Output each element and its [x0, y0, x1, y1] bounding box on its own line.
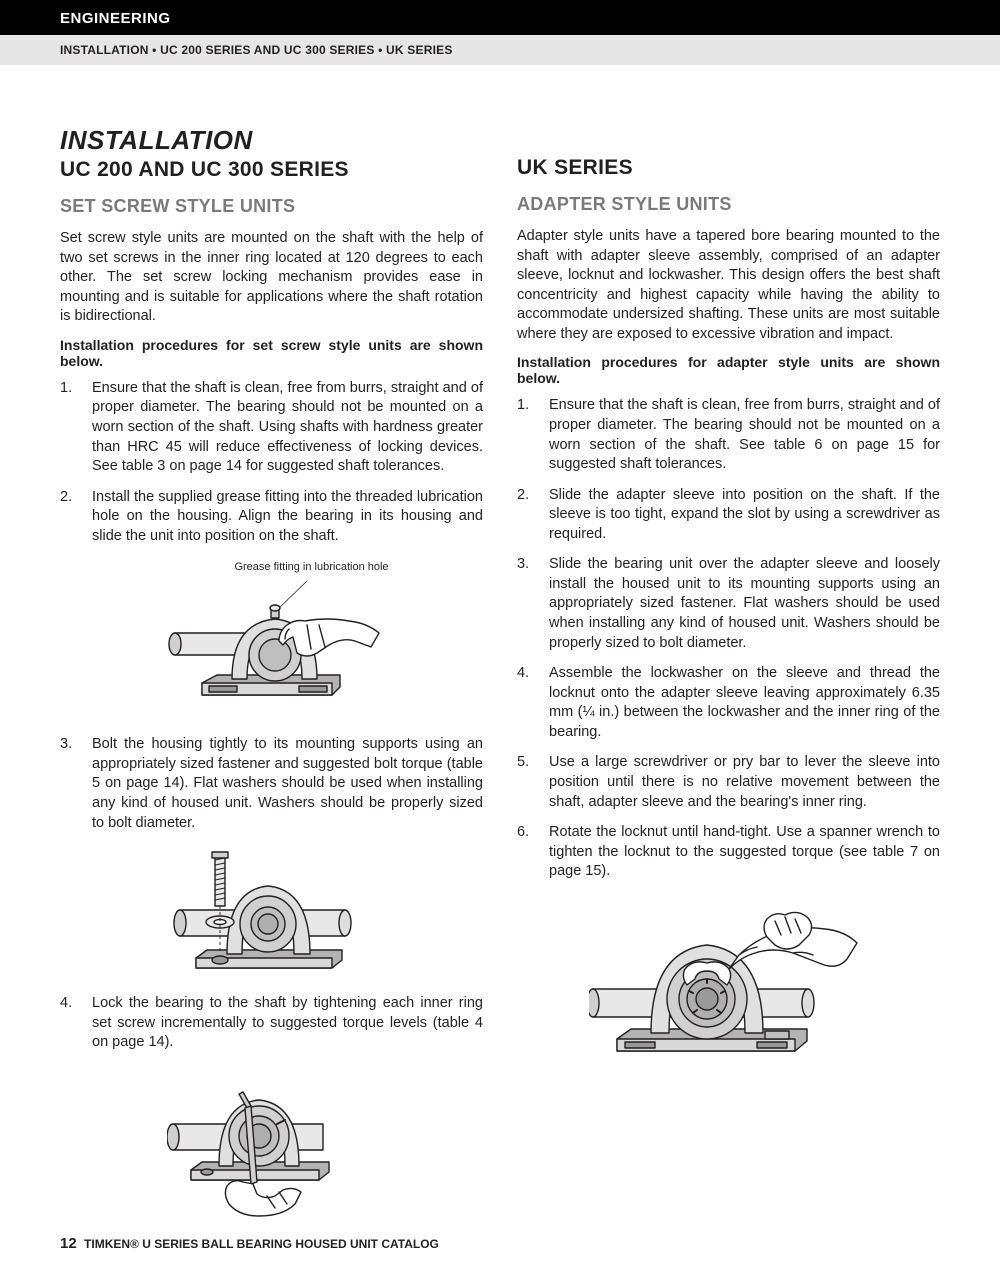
installation-title: INSTALLATION [60, 125, 483, 156]
right-column: UK SERIES ADAPTER STYLE UNITS Adapter st… [517, 125, 940, 1234]
set-screw-steps: Ensure that the shaft is clean, free fro… [60, 379, 483, 547]
figure-3 [60, 1064, 483, 1224]
step-item: Bolt the housing tightly to its mounting… [60, 735, 483, 833]
step-item: Rotate the locknut until hand-tight. Use… [517, 823, 940, 882]
left-column: INSTALLATION UC 200 AND UC 300 SERIES SE… [60, 125, 483, 1234]
pillow-block-hand-icon [157, 575, 387, 725]
page-number: 12 [60, 1235, 77, 1252]
step-item: Assemble the lockwasher on the sleeve an… [517, 664, 940, 742]
step-item: Slide the bearing unit over the adapter … [517, 555, 940, 653]
set-screw-subtitle: SET SCREW STYLE UNITS [60, 196, 483, 217]
catalog-name: TIMKEN® U SERIES BALL BEARING HOUSED UNI… [84, 1237, 439, 1251]
step-item: Lock the bearing to the shaft by tighten… [60, 994, 483, 1053]
adapter-lead: Installation procedures for adapter styl… [517, 354, 940, 386]
page-content: INSTALLATION UC 200 AND UC 300 SERIES SE… [0, 65, 1000, 1234]
set-screw-steps-cont: Bolt the housing tightly to its mounting… [60, 735, 483, 833]
uk-series-title: UK SERIES [517, 156, 940, 180]
pillow-block-bolt-icon [172, 844, 372, 984]
set-screw-lead: Installation procedures for set screw st… [60, 337, 483, 369]
page-footer: 12 TIMKEN® U SERIES BALL BEARING HOUSED … [60, 1235, 439, 1252]
figure-1: Grease fitting in lubrication hole [60, 557, 483, 725]
adapter-steps: Ensure that the shaft is clean, free fro… [517, 396, 940, 881]
step-item: Ensure that the shaft is clean, free fro… [60, 379, 483, 477]
adapter-subtitle: ADAPTER STYLE UNITS [517, 194, 940, 215]
step-item: Use a large screwdriver or pry bar to le… [517, 753, 940, 812]
pillow-block-spanner-icon [589, 893, 869, 1083]
figure-4 [517, 893, 940, 1083]
header-section: ENGINEERING [0, 0, 1000, 35]
uc-series-title: UC 200 AND UC 300 SERIES [60, 158, 483, 182]
adapter-intro: Adapter style units have a tapered bore … [517, 227, 940, 344]
step-item: Ensure that the shaft is clean, free fro… [517, 396, 940, 474]
step-item: Slide the adapter sleeve into position o… [517, 486, 940, 545]
set-screw-intro: Set screw style units are mounted on the… [60, 229, 483, 327]
set-screw-steps-cont2: Lock the bearing to the shaft by tighten… [60, 994, 483, 1053]
pillow-block-hexkey-icon [167, 1064, 377, 1224]
figure-1-caption: Grease fitting in lubrication hole [234, 561, 388, 573]
step-item: Install the supplied grease fitting into… [60, 488, 483, 547]
figure-2 [60, 844, 483, 984]
header-breadcrumb: INSTALLATION • UC 200 SERIES AND UC 300 … [0, 35, 1000, 65]
